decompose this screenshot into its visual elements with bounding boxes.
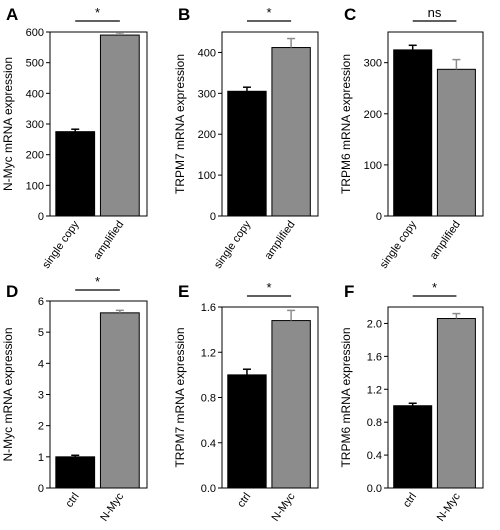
significance-label: * bbox=[432, 280, 437, 295]
y-axis-label: N-Myc mRNA expression bbox=[1, 327, 15, 461]
y-tick-label: 400 bbox=[26, 88, 44, 100]
y-tick-label: 1 bbox=[38, 452, 44, 464]
bar-second bbox=[271, 320, 311, 489]
significance-label: * bbox=[95, 274, 100, 289]
y-tick-label: 100 bbox=[26, 180, 44, 192]
x-tick-label: ctrl bbox=[401, 491, 419, 510]
x-tick-label: amplified bbox=[262, 219, 297, 262]
x-tick-label: N-Myc bbox=[98, 490, 126, 523]
x-tick-label: single copy bbox=[378, 218, 420, 270]
y-tick-label: 500 bbox=[26, 58, 44, 70]
y-tick-label: 0 bbox=[38, 211, 44, 223]
y-tick-label: 6 bbox=[38, 296, 44, 308]
y-tick-label: 300 bbox=[26, 119, 44, 131]
bar-first bbox=[393, 49, 433, 217]
panel-letter: E bbox=[178, 282, 189, 301]
y-tick-label: 5 bbox=[38, 327, 44, 339]
bar-first bbox=[393, 405, 433, 489]
y-tick-label: 1.2 bbox=[201, 347, 216, 359]
y-tick-label: 0.0 bbox=[201, 483, 216, 495]
y-axis-label: N-Myc mRNA expression bbox=[1, 57, 15, 191]
y-tick-label: 0 bbox=[210, 211, 216, 223]
bar-first bbox=[227, 374, 267, 489]
significance-label: * bbox=[267, 5, 272, 20]
y-tick-label: 200 bbox=[198, 129, 216, 141]
y-tick-label: 2.0 bbox=[367, 318, 382, 330]
y-tick-label: 2 bbox=[38, 421, 44, 433]
panel-letter: C bbox=[344, 5, 356, 24]
y-tick-label: 300 bbox=[364, 58, 382, 70]
x-tick-label: single copy bbox=[212, 218, 254, 270]
panel-e: E 0.0 0.4 0.8 1.2 1.6 TRPM7 mRNA expression ctr… bbox=[173, 280, 319, 524]
x-tick-label: ctrl bbox=[63, 491, 81, 510]
y-tick-label: 1.2 bbox=[367, 384, 382, 396]
bar-first bbox=[55, 456, 96, 489]
y-tick-label: 4 bbox=[38, 358, 44, 370]
panel-letter: F bbox=[344, 282, 354, 301]
y-tick-label: 0 bbox=[376, 211, 382, 223]
significance-label: * bbox=[95, 5, 100, 20]
y-tick-label: 0.4 bbox=[201, 438, 216, 450]
y-tick-label: 0 bbox=[38, 483, 44, 495]
y-axis-label: TRPM7 mRNA expression bbox=[173, 327, 187, 467]
panel-a: A 0 100 200 300 400 500 600 N-Myc mRNA expressio… bbox=[1, 5, 148, 271]
y-tick-label: 1.6 bbox=[201, 302, 216, 314]
y-tick-label: 1.6 bbox=[367, 351, 382, 363]
y-axis-label: TRPM6 mRNA expression bbox=[339, 54, 353, 194]
y-tick-label: 300 bbox=[198, 88, 216, 100]
x-tick-label: ctrl bbox=[235, 491, 253, 510]
bar-first bbox=[55, 131, 96, 217]
panel-letter: D bbox=[6, 282, 18, 301]
plot-frame bbox=[387, 306, 484, 489]
panel-letter: B bbox=[178, 5, 190, 24]
y-tick-label: 200 bbox=[364, 109, 382, 121]
bar-second bbox=[99, 34, 140, 217]
y-axis-label: TRPM6 mRNA expression bbox=[339, 327, 353, 467]
bar-second bbox=[271, 47, 311, 217]
plot-frame bbox=[387, 31, 484, 217]
plot-frame bbox=[221, 31, 319, 217]
x-tick-label: N-Myc bbox=[270, 490, 298, 523]
y-tick-label: 100 bbox=[198, 170, 216, 182]
x-tick-label: N-Myc bbox=[435, 490, 463, 523]
y-tick-label: 0.8 bbox=[201, 393, 216, 405]
panel-c: C 0 100 200 300 TRPM6 mRNA expression single c… bbox=[339, 5, 484, 271]
panel-b: B 0 100 200 300 400 TRPM7 mRNA expression singl… bbox=[173, 5, 319, 271]
y-tick-label: 600 bbox=[26, 27, 44, 39]
y-tick-label: 0.8 bbox=[367, 417, 382, 429]
bar-second bbox=[99, 312, 140, 489]
y-tick-label: 0.0 bbox=[367, 483, 382, 495]
significance-label: ns bbox=[428, 5, 442, 20]
y-tick-label: 3 bbox=[38, 390, 44, 402]
y-tick-label: 100 bbox=[364, 160, 382, 172]
y-tick-label: 400 bbox=[198, 47, 216, 59]
bar-first bbox=[227, 90, 267, 217]
y-axis-label: TRPM7 mRNA expression bbox=[173, 54, 187, 194]
panel-f: F 0.0 0.4 0.8 1.2 1.6 2.0 TRPM6 mRNA expression… bbox=[339, 280, 484, 524]
x-tick-label: amplified bbox=[91, 219, 126, 262]
y-tick-label: 200 bbox=[26, 150, 44, 162]
x-tick-label: amplified bbox=[428, 219, 463, 262]
significance-label: * bbox=[267, 280, 272, 295]
panel-letter: A bbox=[6, 5, 18, 24]
x-tick-label: single copy bbox=[40, 218, 82, 270]
y-tick-label: 0.4 bbox=[367, 450, 382, 462]
bar-second bbox=[436, 68, 476, 217]
bar-second bbox=[436, 318, 476, 489]
panel-d: D 0 1 2 3 4 5 6 N-Myc mRNA expression ctrl N-Myc * bbox=[1, 274, 148, 524]
